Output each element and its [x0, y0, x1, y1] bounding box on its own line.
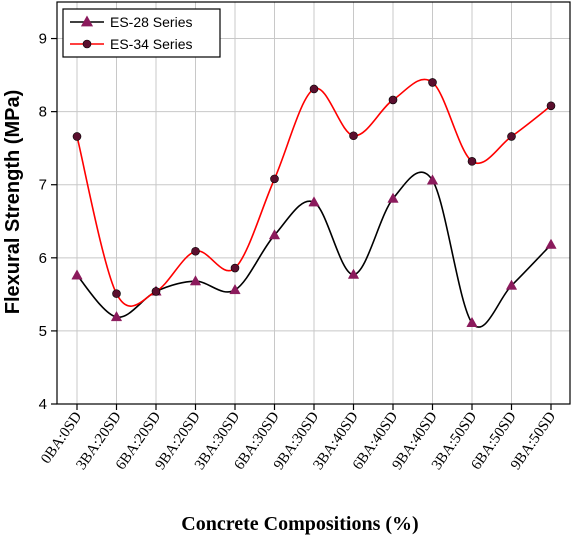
x-axis-title: Concrete Compositions (%)	[181, 513, 418, 535]
legend-item: ES-28 Series	[70, 14, 192, 30]
data-point	[546, 101, 556, 111]
legend-marker	[82, 39, 92, 49]
data-point	[388, 95, 398, 105]
series-1	[71, 171, 557, 328]
data-point	[545, 238, 557, 249]
data-point	[72, 132, 82, 141]
series-layer	[71, 78, 557, 328]
data-point	[466, 316, 478, 327]
legend: ES-28 Series ES-34 Series	[62, 8, 221, 58]
legend-label: ES-34 Series	[110, 36, 192, 52]
data-point	[110, 311, 123, 322]
legend-item: ES-34 Series	[70, 36, 192, 52]
y-tick-label: 9	[39, 31, 47, 48]
data-point	[505, 279, 518, 290]
data-point	[467, 157, 477, 166]
data-point	[308, 196, 320, 207]
y-axis-title: Flexural Strength (MPa)	[2, 90, 24, 314]
series-2	[72, 78, 556, 307]
data-point	[151, 287, 161, 296]
grid	[57, 2, 570, 405]
legend-label: ES-28 Series	[110, 14, 192, 30]
legend-box	[62, 8, 221, 58]
data-point	[268, 229, 281, 240]
y-tick-label: 7	[39, 177, 47, 194]
y-tick-label: 6	[39, 250, 47, 267]
data-point	[507, 132, 516, 141]
data-point	[309, 84, 319, 94]
data-point	[387, 192, 399, 203]
legend-marker	[80, 15, 94, 27]
data-point	[349, 131, 358, 141]
y-tick-label: 5	[39, 323, 47, 340]
data-point	[426, 174, 439, 185]
data-point	[112, 289, 121, 298]
series-line	[76, 78, 552, 307]
data-point	[191, 246, 200, 256]
y-tick-label: 4	[39, 396, 47, 413]
data-point	[189, 275, 202, 286]
data-point	[347, 268, 360, 279]
y-axis: 4 5 6 7 8 9	[39, 31, 57, 413]
data-point	[270, 174, 279, 184]
data-point	[71, 269, 83, 280]
y-tick-label: 8	[39, 104, 47, 121]
data-point	[428, 78, 437, 87]
data-point	[229, 283, 241, 295]
data-point	[230, 263, 240, 273]
